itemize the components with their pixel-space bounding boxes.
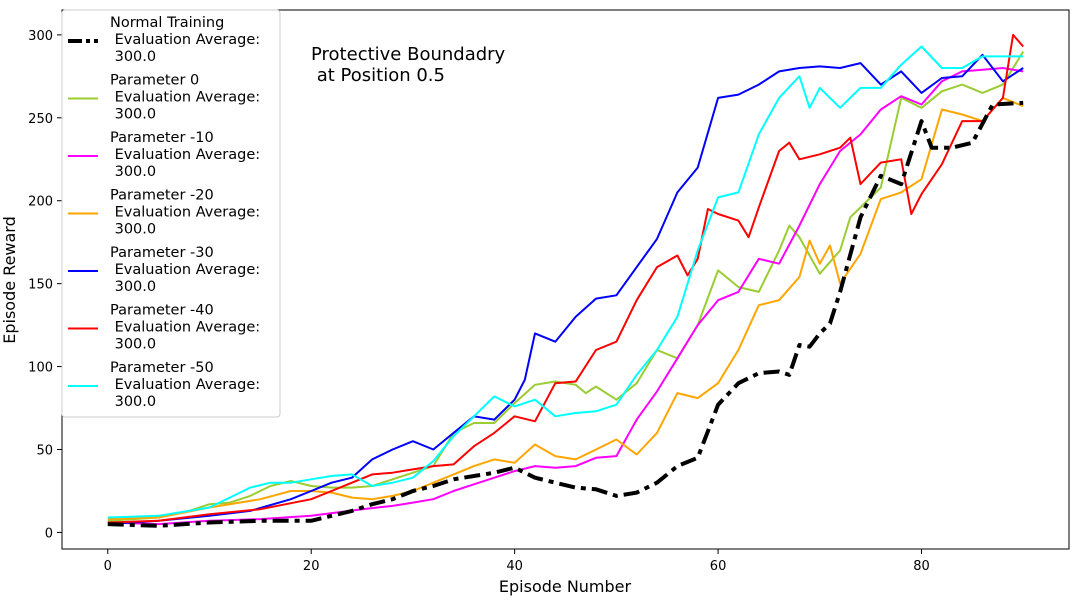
- legend-line: Parameter 0: [110, 73, 199, 89]
- y-tick-label: 300: [28, 29, 53, 44]
- legend-line: Parameter -10: [110, 130, 214, 146]
- legend-entry-text: Parameter -20 Evaluation Average: 300.0: [110, 188, 260, 238]
- legend-line: Parameter -40: [110, 303, 214, 319]
- legend-line: Parameter -50: [110, 360, 214, 376]
- legend-entry-text: Parameter -30 Evaluation Average: 300.0: [110, 245, 260, 295]
- y-tick-label: 100: [28, 361, 53, 376]
- legend-line: 300.0: [110, 337, 156, 353]
- legend-entry-text: Normal Training Evaluation Average: 300.…: [110, 15, 260, 65]
- series-line-parameter-50: [107, 45, 1024, 519]
- y-tick-label: 0: [45, 526, 53, 541]
- x-axis-ticks: 0 20 40 60 80: [104, 549, 930, 574]
- legend-line: 300.0: [110, 222, 156, 238]
- y-axis-label: Episode Reward: [0, 216, 19, 344]
- x-tick-label: 60: [710, 559, 727, 574]
- series-line-parameter-30: [107, 53, 1024, 526]
- legend-line: Evaluation Average:: [110, 32, 260, 48]
- y-axis-ticks: 0 50 100 150 200 250 300: [28, 29, 62, 541]
- legend-line: Evaluation Average:: [110, 147, 260, 163]
- legend: Normal Training Evaluation Average: 300.…: [61, 9, 281, 418]
- legend-entry-text: Parameter -50 Evaluation Average: 300.0: [110, 360, 260, 410]
- plot-series: [107, 33, 1025, 528]
- series-line-normal-training: [107, 100, 1024, 528]
- series-line-parameter-20: [107, 96, 1024, 521]
- legend-line: Evaluation Average:: [110, 90, 260, 106]
- legend-line: 300.0: [110, 394, 156, 410]
- annotation-line-2: at Position 0.5: [311, 65, 445, 86]
- legend-entry-text: Parameter -10 Evaluation Average: 300.0: [110, 130, 260, 180]
- legend-line: Normal Training: [110, 15, 224, 31]
- chart-annotation: Protective Boundadry at Position 0.5: [311, 44, 511, 86]
- series-line-parameter-40: [107, 33, 1024, 524]
- annotation-line-1: Protective Boundadry: [311, 44, 506, 65]
- x-tick-label: 40: [506, 559, 523, 574]
- legend-line: 300.0: [110, 49, 156, 65]
- legend-line: Parameter -20: [110, 188, 214, 204]
- legend-box: [61, 9, 281, 418]
- legend-entry-text: Parameter 0 Evaluation Average: 300.0: [110, 73, 260, 123]
- legend-line: Parameter -30: [110, 245, 214, 261]
- x-tick-label: 80: [913, 559, 930, 574]
- x-tick-label: 0: [104, 559, 112, 574]
- legend-line: 300.0: [110, 279, 156, 295]
- legend-line: Evaluation Average:: [110, 320, 260, 336]
- legend-line: Evaluation Average:: [110, 262, 260, 278]
- y-tick-label: 50: [36, 443, 53, 458]
- series-line-parameter-10: [107, 67, 1024, 526]
- y-tick-label: 250: [28, 112, 53, 127]
- legend-line: Evaluation Average:: [110, 205, 260, 221]
- legend-line: 300.0: [110, 107, 156, 123]
- series-line-parameter-0: [107, 50, 1025, 522]
- y-tick-label: 200: [28, 195, 53, 210]
- y-tick-label: 150: [28, 278, 53, 293]
- legend-entry-text: Parameter -40 Evaluation Average: 300.0: [110, 303, 260, 353]
- legend-line: Evaluation Average:: [110, 377, 260, 393]
- x-axis-label: Episode Number: [499, 577, 632, 596]
- x-tick-label: 20: [303, 559, 320, 574]
- legend-line: 300.0: [110, 164, 156, 180]
